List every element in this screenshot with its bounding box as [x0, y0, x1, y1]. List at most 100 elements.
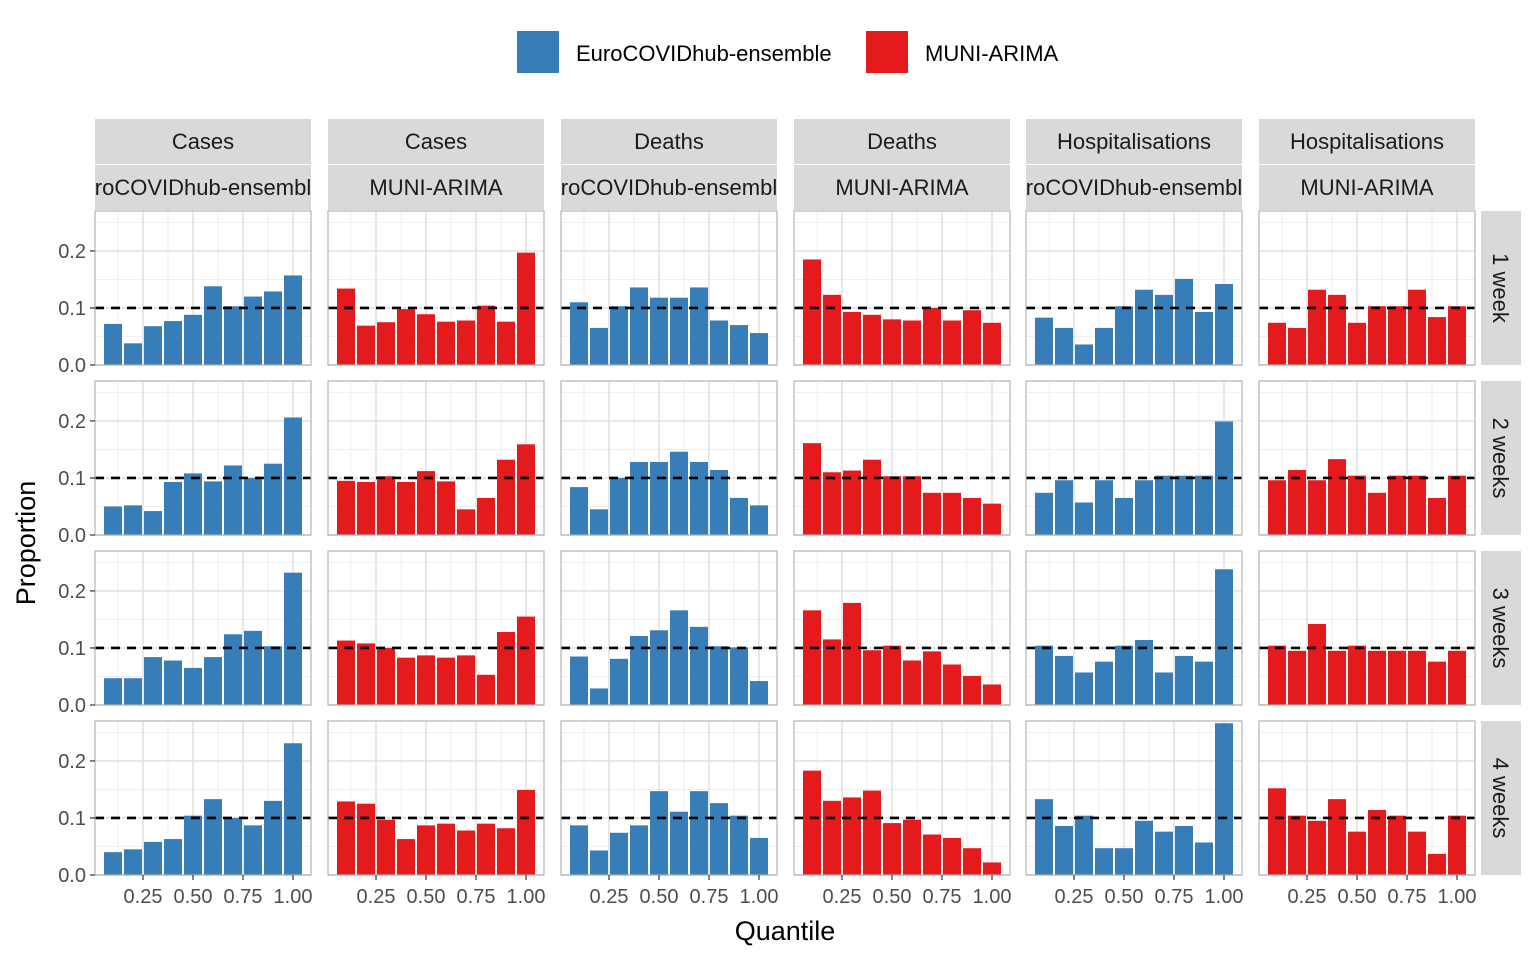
- strip-target-label-1: Cases: [405, 129, 467, 154]
- strip-model-bg-4: [1026, 165, 1242, 210]
- bar-r1-c0-0: [104, 506, 122, 535]
- bar-r3-c1-9: [517, 790, 535, 875]
- bar-r2-c4-7: [1175, 655, 1193, 705]
- bar-r0-c4-6: [1155, 294, 1173, 365]
- bar-r3-c1-1: [357, 803, 375, 875]
- bar-r3-c4-5: [1135, 820, 1153, 875]
- bar-r1-c4-0: [1035, 492, 1053, 535]
- panel-r3-c0: [94, 720, 312, 876]
- bar-r0-c4-5: [1135, 289, 1153, 365]
- bar-r2-c4-6: [1155, 672, 1173, 705]
- bar-r3-c5-3: [1328, 799, 1346, 875]
- bar-r1-c5-5: [1368, 492, 1386, 535]
- bar-r2-c5-9: [1448, 650, 1466, 705]
- panel-border: [327, 720, 545, 876]
- panel-r1-c3: [793, 380, 1011, 536]
- bar-r0-c4-8: [1195, 311, 1213, 365]
- panel-r1-c1: [327, 380, 545, 536]
- bar-r3-c1-2: [377, 819, 395, 875]
- bar-r0-c0-5: [204, 286, 222, 365]
- bar-r2-c3-0: [803, 610, 821, 705]
- strip-model-label-3: MUNI-ARIMA: [835, 175, 969, 200]
- bar-r3-c2-5: [670, 811, 688, 875]
- bar-r0-c0-2: [144, 326, 162, 365]
- bar-r2-c3-8: [963, 675, 981, 705]
- bar-r3-c3-3: [863, 790, 881, 875]
- axes: 0.0 0.1 0.2 0.0 0.1 0.2 0.0 0.1 0.2 0.0 0.1 0.2 0.25…: [58, 241, 1476, 908]
- bar-r0-c5-1: [1288, 327, 1306, 365]
- panel-r1-c0: [94, 380, 312, 536]
- bar-r3-c1-8: [497, 828, 515, 875]
- bar-r3-c0-5: [204, 799, 222, 875]
- bar-r1-c4-1: [1055, 480, 1073, 535]
- bar-r1-c2-5: [670, 451, 688, 535]
- bar-r0-c1-3: [397, 309, 415, 365]
- bar-r1-c2-7: [710, 469, 728, 535]
- y-tick-label: 0.1: [58, 808, 86, 830]
- bar-r1-c2-8: [730, 497, 748, 535]
- bar-r3-c0-1: [124, 849, 142, 875]
- bar-r3-c5-6: [1388, 815, 1406, 875]
- panel-border: [1258, 380, 1476, 536]
- strip-model-label-2: roCOVIDhub-ensembl: [561, 175, 777, 200]
- bar-r2-c3-2: [843, 602, 861, 705]
- bar-r3-c0-4: [184, 815, 202, 875]
- strip-horizon-label-3: 4 weeks: [1488, 758, 1513, 839]
- bar-r3-c1-6: [457, 830, 475, 875]
- bar-r1-c4-8: [1195, 475, 1213, 535]
- strip-target-bg-3: [794, 119, 1010, 164]
- strip-model-label-1: MUNI-ARIMA: [369, 175, 503, 200]
- bar-r0-c1-8: [497, 321, 515, 365]
- bar-r0-c0-7: [244, 296, 262, 365]
- panel-r0-c1: [327, 210, 545, 366]
- bar-r3-c3-0: [803, 770, 821, 875]
- x-tick-label: 0.50: [1105, 886, 1144, 908]
- bar-r2-c5-1: [1288, 650, 1306, 705]
- bar-r0-c2-7: [710, 320, 728, 365]
- bar-r3-c3-1: [823, 800, 841, 875]
- strip-model-bg-3: [794, 165, 1010, 210]
- bar-r2-c3-1: [823, 639, 841, 705]
- y-tick-label: 0.0: [58, 695, 86, 717]
- legend-key-0: [517, 31, 559, 73]
- bar-r3-c4-1: [1055, 825, 1073, 875]
- bar-r2-c1-7: [477, 674, 495, 705]
- y-tick-label: 0.1: [58, 298, 86, 320]
- bar-r0-c5-6: [1388, 306, 1406, 365]
- x-tick-label: 0.25: [357, 886, 396, 908]
- bar-r1-c5-4: [1348, 475, 1366, 535]
- strip-model-bg-1: [328, 165, 544, 210]
- bar-r2-c0-2: [144, 657, 162, 705]
- bar-r3-c4-3: [1095, 848, 1113, 875]
- panel-border: [1025, 380, 1243, 536]
- bar-r2-c3-6: [923, 651, 941, 705]
- bar-r0-c1-7: [477, 305, 495, 365]
- bar-r2-c0-0: [104, 678, 122, 705]
- bar-r2-c1-3: [397, 657, 415, 705]
- x-tick-label: 0.75: [923, 886, 962, 908]
- bar-r1-c5-6: [1388, 475, 1406, 535]
- bar-r0-c2-2: [610, 306, 628, 365]
- bar-r1-c4-6: [1155, 475, 1173, 535]
- bar-r2-c2-5: [670, 610, 688, 705]
- bar-r2-c0-5: [204, 657, 222, 705]
- bar-r1-c4-4: [1115, 497, 1133, 535]
- bar-r3-c5-5: [1368, 809, 1386, 875]
- panel-r2-c4: [1025, 550, 1243, 706]
- bar-r2-c2-4: [650, 630, 668, 705]
- bar-r3-c4-7: [1175, 825, 1193, 875]
- bar-r3-c3-2: [843, 797, 861, 875]
- bar-r3-c3-7: [943, 837, 961, 875]
- panel-r0-c0: [94, 210, 312, 366]
- panel-border: [793, 720, 1011, 876]
- bar-r2-c4-4: [1115, 645, 1133, 705]
- bar-r0-c3-9: [983, 322, 1001, 365]
- bar-r3-c5-4: [1348, 831, 1366, 875]
- bar-r0-c2-5: [670, 297, 688, 365]
- bar-r3-c1-4: [417, 825, 435, 875]
- bar-r3-c3-8: [963, 848, 981, 875]
- strip-target-bg-2: [561, 119, 777, 164]
- y-axis-title: Proportion: [11, 481, 41, 606]
- bar-r1-c1-0: [337, 480, 355, 535]
- bar-r2-c2-8: [730, 647, 748, 705]
